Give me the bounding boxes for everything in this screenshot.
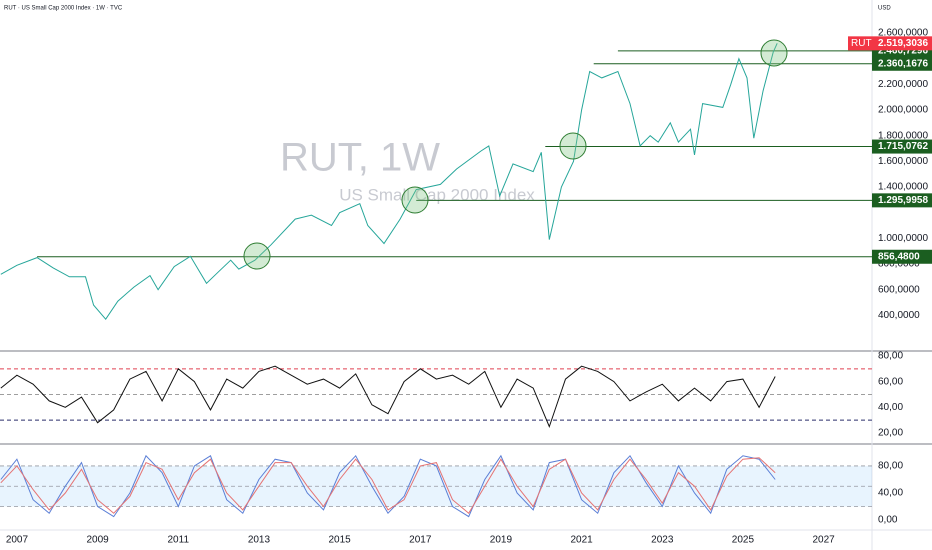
x-tick-label: 2011 bbox=[168, 535, 190, 546]
marks bbox=[0, 43, 872, 518]
level-label: 1.715,0762 bbox=[878, 141, 928, 152]
y-tick-label: 2.200,0000 bbox=[878, 79, 928, 90]
level-label: 856,4800 bbox=[878, 251, 920, 262]
last-name-box bbox=[848, 36, 872, 51]
x-tick-label: 2019 bbox=[490, 535, 513, 546]
y-tick-label: 1.000,0000 bbox=[878, 233, 928, 244]
currency: USD bbox=[878, 6, 891, 12]
level-label: 2.460,7296 bbox=[878, 46, 928, 57]
y-tick-label: 800,0000 bbox=[878, 259, 920, 270]
watermark-name: US Small Cap 2000 Index bbox=[339, 185, 535, 204]
level-label-box bbox=[872, 56, 932, 71]
y-tick-label: 0,00 bbox=[878, 515, 898, 526]
y-tick-label: 400,0000 bbox=[878, 310, 920, 321]
series-line bbox=[0, 365, 776, 429]
last-name: RUT bbox=[851, 38, 872, 49]
level-label-box bbox=[872, 249, 932, 264]
y-tick-label: 20,00 bbox=[878, 428, 903, 439]
x-tick-label: 2015 bbox=[328, 535, 351, 546]
x-tick-label: 2021 bbox=[570, 535, 593, 546]
x-tick-label: 2025 bbox=[732, 535, 755, 546]
last-price-label: 2.519,3036 bbox=[878, 38, 928, 49]
y-tick-label: 40,00 bbox=[878, 402, 903, 413]
y-tick-label: 60,00 bbox=[878, 376, 903, 387]
y-tick-label: 40,00 bbox=[878, 488, 903, 499]
y-tick-label: 1.400,0000 bbox=[878, 182, 928, 193]
watermark-symbol: RUT, 1W bbox=[280, 136, 440, 180]
y-tick-label: 600,0000 bbox=[878, 284, 920, 295]
x-tick-label: 2009 bbox=[86, 535, 109, 546]
series-line bbox=[0, 454, 776, 518]
x-tick-label: 2023 bbox=[651, 535, 674, 546]
y-tick-label: 80,00 bbox=[878, 351, 903, 362]
x-tick-label: 2027 bbox=[812, 535, 835, 546]
x-tick-label: 2007 bbox=[6, 535, 29, 546]
level-label: 2.360,1676 bbox=[878, 58, 928, 69]
header: RUT · US Small Cap 2000 Index · 1W · TVC bbox=[4, 6, 123, 12]
x-tick-label: 2013 bbox=[248, 535, 271, 546]
level-label-box bbox=[872, 193, 932, 208]
annotation-circle bbox=[559, 132, 587, 160]
annotation-circle bbox=[243, 242, 271, 270]
series-line bbox=[0, 457, 776, 514]
y-tick-label: 2.000,0000 bbox=[878, 105, 928, 116]
last-price-box bbox=[872, 36, 932, 51]
level-label: 1.295,9958 bbox=[878, 195, 928, 206]
annotations bbox=[243, 39, 788, 270]
series-line bbox=[0, 43, 778, 321]
y-tick-label: 1.800,0000 bbox=[878, 130, 928, 141]
y-tick-label: 2.600,0000 bbox=[878, 28, 928, 39]
y-tick-label: 80,00 bbox=[878, 461, 903, 472]
level-label-box bbox=[872, 139, 932, 154]
annotation-circle bbox=[401, 186, 429, 214]
annotation-circle bbox=[760, 39, 788, 67]
y-tick-label: 1.600,0000 bbox=[878, 156, 928, 167]
x-tick-label: 2017 bbox=[409, 535, 432, 546]
